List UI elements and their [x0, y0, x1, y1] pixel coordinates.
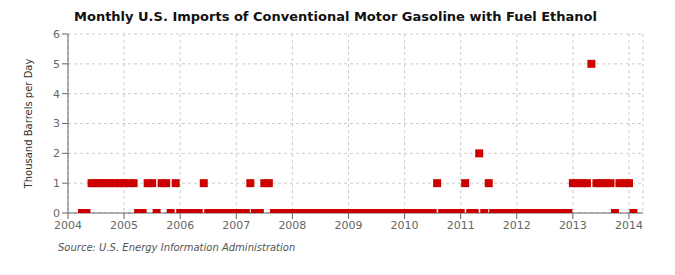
- svg-text:5: 5: [53, 58, 60, 71]
- svg-text:2012: 2012: [503, 219, 531, 232]
- svg-text:2011: 2011: [447, 219, 475, 232]
- svg-text:2006: 2006: [166, 219, 194, 232]
- svg-text:4: 4: [53, 88, 60, 101]
- html-text:Monthly U.S. Imports of Conven: Monthly U.S. Imports of Conventional Mot…: [74, 9, 597, 24]
- svg-text:0: 0: [53, 207, 60, 220]
- svg-text:6: 6: [53, 28, 60, 41]
- svg-text:2007: 2007: [222, 219, 250, 232]
- svg-text:2014: 2014: [615, 219, 643, 232]
- svg-text:2008: 2008: [278, 219, 306, 232]
- svg-text:2009: 2009: [334, 219, 362, 232]
- svg-text:2010: 2010: [391, 219, 419, 232]
- svg-text:2: 2: [53, 147, 60, 160]
- svg-text:2005: 2005: [110, 219, 138, 232]
- svg-text:2004: 2004: [54, 219, 82, 232]
- svg-text:Thousand Barrels per Day: Thousand Barrels per Day: [23, 59, 34, 190]
- html-text:Source: U.S. Energy Informatio: Source: U.S. Energy Information Administ…: [58, 242, 296, 253]
- svg-text:3: 3: [53, 117, 60, 130]
- svg-text:1: 1: [53, 177, 60, 190]
- svg-text:2013: 2013: [559, 219, 587, 232]
